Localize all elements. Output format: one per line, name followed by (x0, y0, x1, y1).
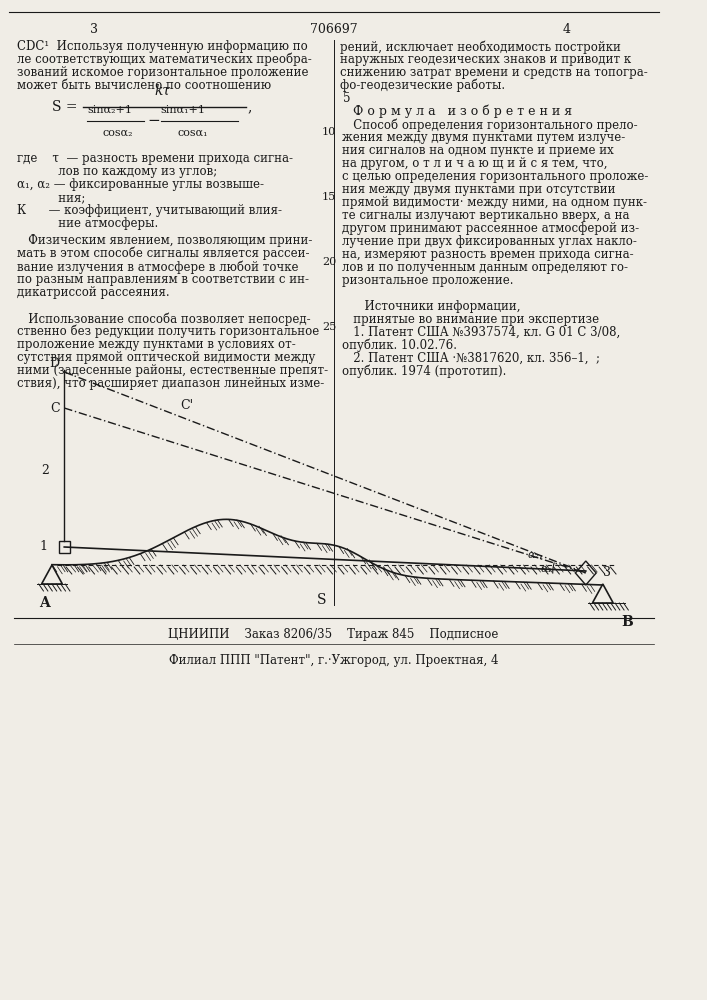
Text: ния сигналов на одном пункте и приеме их: ния сигналов на одном пункте и приеме их (342, 144, 614, 157)
Text: сутствия прямой оптической видимости между: сутствия прямой оптической видимости меж… (17, 351, 315, 364)
Text: с целью определения горизонтального проложе-: с целью определения горизонтального прол… (342, 170, 648, 183)
Text: 25: 25 (322, 322, 337, 332)
Text: ЦНИИПИ    Заказ 8206/35    Тираж 845    Подписное: ЦНИИПИ Заказ 8206/35 Тираж 845 Подписное (168, 628, 498, 641)
Text: S: S (317, 593, 326, 607)
Text: Источники информации,: Источники информации, (342, 300, 520, 313)
Text: 2: 2 (41, 464, 49, 477)
Text: A: A (39, 596, 49, 610)
Text: наружных геодезических знаков и приводит к: наружных геодезических знаков и приводит… (340, 53, 631, 66)
Text: ние атмосферы.: ние атмосферы. (17, 217, 158, 230)
Text: 2. Патент США ·№3817620, кл. 356–1,  ;: 2. Патент США ·№3817620, кл. 356–1, ; (342, 352, 600, 365)
Text: Физическим явлением, позволяющим прини-: Физическим явлением, позволяющим прини- (17, 234, 312, 247)
Text: Способ определения горизонтального прело-: Способ определения горизонтального прело… (342, 118, 638, 131)
Text: kτ: kτ (155, 84, 170, 98)
Text: вание излучения в атмосфере в любой точке: вание излучения в атмосфере в любой точк… (17, 260, 298, 273)
Text: опублик. 1974 (прототип).: опублик. 1974 (прототип). (342, 365, 506, 378)
Text: α₁, α₂ — фиксированные углы возвыше-: α₁, α₂ — фиксированные углы возвыше- (17, 178, 264, 191)
Text: те сигналы излучают вертикально вверх, а на: те сигналы излучают вертикально вверх, а… (342, 209, 629, 222)
Text: sinα₂+1: sinα₂+1 (87, 105, 132, 115)
Text: Филиал ППП "Патент", г.·Ужгород, ул. Проектная, 4: Филиал ППП "Патент", г.·Ужгород, ул. Про… (169, 654, 498, 667)
Text: дикатриссой рассеяния.: дикатриссой рассеяния. (17, 286, 170, 299)
Text: мать в этом способе сигналы является рассеи-: мать в этом способе сигналы является рас… (17, 247, 310, 260)
Text: по разным направлениям в соответствии с ин-: по разным направлениям в соответствии с … (17, 273, 309, 286)
Text: 15: 15 (322, 192, 337, 202)
Text: Ф о р м у л а   и з о б р е т е н и я: Ф о р м у л а и з о б р е т е н и я (354, 105, 573, 118)
Text: B: B (621, 615, 633, 629)
Text: зований искомое горизонтальное проложение: зований искомое горизонтальное проложени… (17, 66, 308, 79)
Text: лов по каждому из углов;: лов по каждому из углов; (17, 165, 217, 178)
Text: лов и по полученным данным определяют го-: лов и по полученным данным определяют го… (342, 261, 628, 274)
Text: Использование способа позволяет непосред-: Использование способа позволяет непосред… (17, 312, 310, 326)
Text: ствия), что расширяет диапазон линейных изме-: ствия), что расширяет диапазон линейных … (17, 377, 325, 390)
Text: 706697: 706697 (310, 23, 357, 36)
Text: ственно без редукции получить горизонтальное: ственно без редукции получить горизонтал… (17, 325, 320, 338)
Text: ризонтальное проложение.: ризонтальное проложение. (342, 274, 513, 287)
Text: 4: 4 (563, 23, 571, 36)
Bar (59, 541, 70, 553)
Text: может быть вычислено по соотношению: может быть вычислено по соотношению (17, 79, 271, 92)
Text: S =: S = (52, 100, 78, 114)
Text: 10: 10 (322, 127, 337, 137)
Text: 1: 1 (40, 540, 47, 554)
Text: α₂: α₂ (528, 550, 539, 560)
Text: лучение при двух фиксированных углах накло-: лучение при двух фиксированных углах нак… (342, 235, 637, 248)
Text: проложение между пунктами в условиях от-: проложение между пунктами в условиях от- (17, 338, 296, 351)
Text: рений, исключает необходимость постройки: рений, исключает необходимость постройки (340, 40, 621, 53)
Text: α₁: α₁ (541, 564, 553, 574)
Text: C: C (50, 401, 59, 414)
Text: принятые во внимание при экспертизе: принятые во внимание при экспертизе (342, 313, 599, 326)
Text: 3: 3 (90, 23, 98, 36)
Text: прямой видимости· между ними, на одном пунк-: прямой видимости· между ними, на одном п… (342, 196, 647, 209)
Text: ния между двумя пунктами при отсутствии: ния между двумя пунктами при отсутствии (342, 183, 616, 196)
Text: D: D (49, 357, 59, 370)
Text: 20: 20 (322, 257, 337, 267)
Text: снижению затрат времени и средств на топогра-: снижению затрат времени и средств на топ… (340, 66, 648, 79)
Text: ,: , (247, 100, 252, 114)
Text: К      — коэффициент, учитывающий влия-: К — коэффициент, учитывающий влия- (17, 204, 282, 217)
Text: cosα₂: cosα₂ (102, 128, 132, 138)
Text: фо-геодезические работы.: фо-геодезические работы. (340, 79, 506, 93)
Text: где    τ  — разность времени прихода сигна-: где τ — разность времени прихода сигна- (17, 152, 293, 165)
Text: 3: 3 (603, 566, 611, 580)
Text: опублик. 10.02.76.: опублик. 10.02.76. (342, 339, 457, 353)
Text: 5: 5 (343, 92, 351, 105)
Text: жения между двумя пунктами путем излуче-: жения между двумя пунктами путем излуче- (342, 131, 625, 144)
Text: C': C' (180, 399, 194, 412)
Text: −: − (147, 114, 160, 128)
Text: sinα₁+1: sinα₁+1 (160, 105, 206, 115)
Text: cosα₁: cosα₁ (177, 128, 208, 138)
Text: 1. Патент США №3937574, кл. G 01 C 3/08,: 1. Патент США №3937574, кл. G 01 C 3/08, (342, 326, 620, 339)
Text: на, измеряют разность времен прихода сигна-: на, измеряют разность времен прихода сиг… (342, 248, 633, 261)
Text: ния;: ния; (17, 191, 86, 204)
Text: ними (задесенные районы, естественные препят-: ними (задесенные районы, естественные пр… (17, 364, 328, 377)
Text: ле соответствующих математических преобра-: ле соответствующих математических преобр… (17, 53, 312, 66)
Text: CDC¹  Используя полученную информацию по: CDC¹ Используя полученную информацию по (17, 40, 308, 53)
Text: другом принимают рассеянное атмосферой из-: другом принимают рассеянное атмосферой и… (342, 222, 639, 235)
Text: на другом, о т л и ч а ю щ и й с я тем, что,: на другом, о т л и ч а ю щ и й с я тем, … (342, 157, 607, 170)
